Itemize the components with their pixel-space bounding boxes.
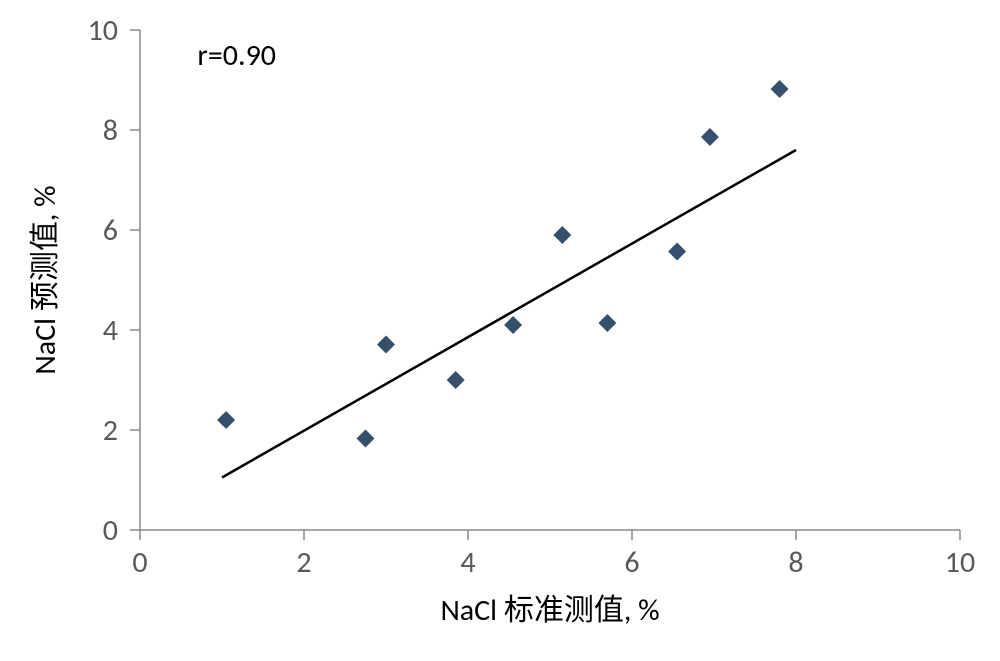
- y-tick-label: 6: [103, 212, 118, 249]
- y-tick-label: 0: [103, 512, 118, 549]
- data-point: [377, 336, 395, 354]
- correlation-annotation: r=0.90: [197, 37, 276, 74]
- data-point: [217, 411, 235, 429]
- x-tick-label: 0: [132, 544, 147, 581]
- scatter-chart: 0 2 4 6 8 10 0 2 4 6 8 10 NaCl 标准测值, % NaCl 预测值, %…: [0, 0, 1000, 661]
- trend-line: [222, 150, 796, 478]
- y-tick-label: 2: [103, 412, 118, 449]
- x-tick-label: 4: [460, 544, 475, 581]
- data-points: [217, 80, 789, 448]
- data-point: [598, 314, 616, 332]
- x-axis-label: NaCl 标准测值, %: [440, 592, 659, 629]
- data-point: [357, 430, 375, 448]
- x-tick-label: 10: [945, 544, 975, 581]
- x-tick-label: 2: [296, 544, 311, 581]
- x-axis: 0 2 4 6 8 10: [132, 530, 975, 581]
- chart-svg: 0 2 4 6 8 10 0 2 4 6 8 10 NaCl 标准测值, % NaCl 预测值, %…: [0, 0, 1000, 661]
- y-tick-label: 10: [88, 12, 118, 49]
- data-point: [447, 371, 465, 389]
- y-axis-label: NaCl 预测值, %: [27, 185, 64, 374]
- y-axis: 0 2 4 6 8 10: [88, 12, 140, 549]
- y-tick-label: 8: [103, 112, 118, 149]
- data-point: [668, 243, 686, 261]
- data-point: [553, 226, 571, 244]
- y-tick-label: 4: [103, 312, 118, 349]
- x-tick-label: 8: [788, 544, 803, 581]
- x-tick-label: 6: [624, 544, 639, 581]
- data-point: [504, 316, 522, 334]
- data-point: [701, 128, 719, 146]
- data-point: [771, 80, 789, 98]
